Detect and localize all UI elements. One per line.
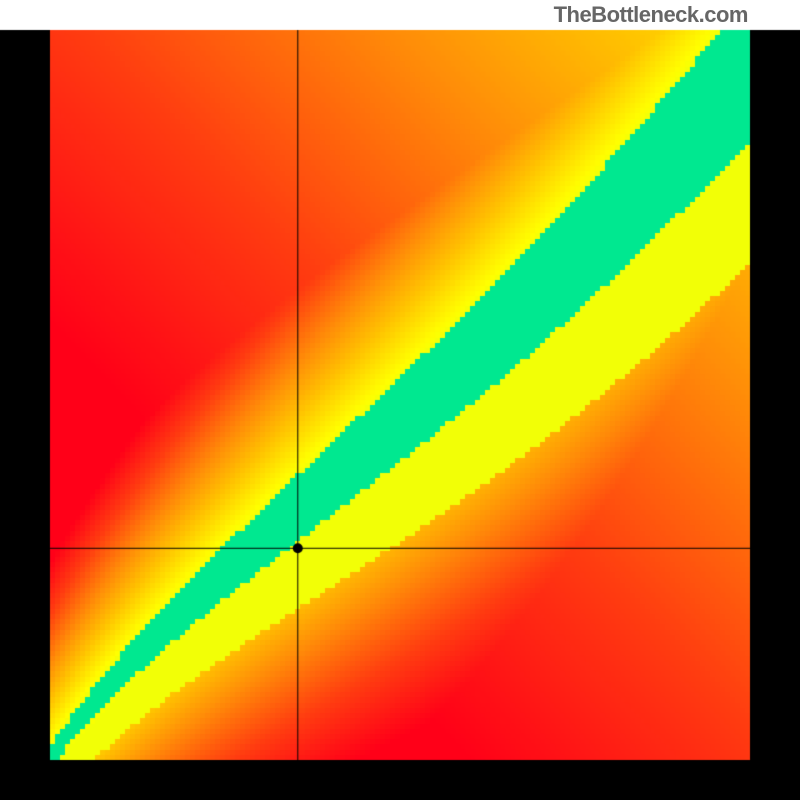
watermark-text: TheBottleneck.com	[554, 2, 748, 28]
bottleneck-heatmap	[0, 0, 800, 800]
